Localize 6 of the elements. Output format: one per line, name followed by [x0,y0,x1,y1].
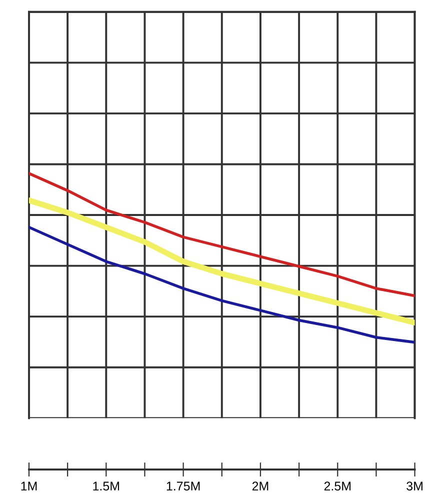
x-tick-label: 2.5M [324,482,350,491]
x-tick-label: 2M [252,482,268,490]
x-tick-label: 1M [21,482,37,490]
x-tick-label: 1.5M [93,482,120,491]
x-tick-label: 1.75M [166,482,200,491]
x-tick-label: 3M [406,482,422,491]
